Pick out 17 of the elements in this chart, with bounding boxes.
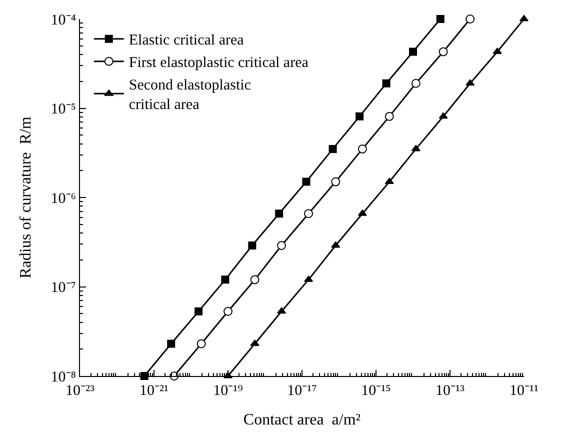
- x-tick-label: 10⁻¹¹: [510, 383, 538, 399]
- legend-label: Elastic critical area: [128, 32, 244, 49]
- y-tick-label: 10⁻⁷: [50, 280, 76, 296]
- x-tick-label: 10⁻²³: [66, 383, 95, 399]
- x-tick-label: 10⁻¹⁵: [361, 383, 391, 399]
- x-axis-title: Contact area a/m²: [243, 412, 361, 429]
- y-tick-label: 10⁻⁶: [50, 190, 76, 207]
- x-tick-label: 10⁻²¹: [140, 383, 168, 399]
- x-tick-label: 10⁻¹⁷: [287, 383, 317, 399]
- legend-label: Second elastoplastic critical area: [128, 78, 252, 114]
- x-tick-label: 10⁻¹⁹: [213, 383, 243, 399]
- y-tick-label: 10⁻⁸: [50, 369, 76, 386]
- y-tick-label: 10⁻⁵: [50, 102, 76, 118]
- y-tick-label: 10⁻⁴: [50, 12, 76, 28]
- legend-label: First elastoplastic critical area: [128, 55, 309, 72]
- y-axis-title: Radius of curvature R/m: [18, 116, 35, 278]
- x-tick-label: 10⁻¹³: [436, 383, 465, 399]
